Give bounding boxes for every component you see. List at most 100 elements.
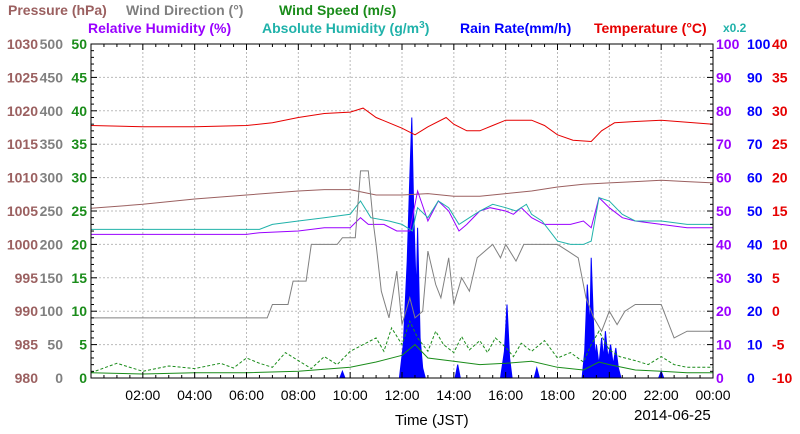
y-tick-label-wind-direction: 400 <box>40 103 64 119</box>
y-tick-label-temperature: 0 <box>772 303 780 319</box>
series-wind-direction-line <box>91 170 713 339</box>
y-tick-label-wind-speed: 0 <box>79 370 87 386</box>
y-tick-label-wind-speed: 45 <box>71 69 87 85</box>
x-tick-label: 16:00 <box>488 387 523 403</box>
y-tick-label-wind-direction: 0 <box>55 370 63 386</box>
y-tick-label-rain-rate: 50 <box>747 203 763 219</box>
y-tick-label-wind-direction: 500 <box>40 36 64 52</box>
y-tick-label-wind-direction: 150 <box>40 270 64 286</box>
legend-absolute-humidity: Absolute Humidity (g/m3) <box>262 20 429 36</box>
legend-pressure: Pressure (hPa) <box>8 2 107 18</box>
series-lines <box>90 107 714 375</box>
y-tick-label-relative-humidity: 50 <box>716 203 732 219</box>
y-tick-label-temperature: -10 <box>772 370 792 386</box>
legend-rain-scale-note: x0.2 <box>723 21 747 35</box>
y-tick-label-rain-rate: 20 <box>747 303 763 319</box>
legend-relative-humidity: Relative Humidity (%) <box>88 20 231 36</box>
y-tick-label-temperature: 40 <box>772 36 788 52</box>
y-tick-label-pressure: 985 <box>15 337 39 353</box>
y-tick-label-wind-direction: 450 <box>40 69 64 85</box>
y-tick-label-pressure: 1010 <box>7 170 38 186</box>
y-tick-label-wind-direction: 350 <box>40 136 64 152</box>
x-tick-label: 00:00 <box>695 387 730 403</box>
y-tick-label-relative-humidity: 90 <box>716 69 732 85</box>
y-tick-label-relative-humidity: 70 <box>716 136 732 152</box>
y-tick-label-rain-rate: 60 <box>747 170 763 186</box>
y-tick-label-rain-rate: 100 <box>747 36 771 52</box>
y-tick-label-pressure: 1000 <box>7 236 38 252</box>
y-tick-label-rain-rate: 70 <box>747 136 763 152</box>
y-tick-label-relative-humidity: 80 <box>716 103 732 119</box>
y-tick-label-pressure: 1015 <box>7 136 38 152</box>
y-tick-label-pressure: 1005 <box>7 203 38 219</box>
series-relative-humidity-line <box>91 189 713 235</box>
y-tick-label-pressure: 1020 <box>7 103 38 119</box>
y-tick-label-relative-humidity: 100 <box>716 36 740 52</box>
y-tick-label-relative-humidity: 0 <box>716 370 724 386</box>
y-tick-label-temperature: 15 <box>772 203 788 219</box>
x-tick-label: 06:00 <box>229 387 264 403</box>
chart-date: 2014-06-25 <box>634 407 711 424</box>
y-tick-label-rain-rate: 30 <box>747 270 763 286</box>
y-tick-label-pressure: 980 <box>15 370 39 386</box>
y-tick-label-temperature: 20 <box>772 170 788 186</box>
y-tick-label-temperature: 25 <box>772 136 788 152</box>
y-tick-label-wind-direction: 50 <box>47 337 63 353</box>
y-tick-label-temperature: 30 <box>772 103 788 119</box>
y-tick-label-relative-humidity: 40 <box>716 236 732 252</box>
y-tick-label-pressure: 990 <box>15 303 39 319</box>
series-temperature-line <box>90 107 714 143</box>
legend-absolute-humidity-close: ) <box>425 20 430 36</box>
series-pressure-line <box>90 179 714 209</box>
y-tick-label-temperature: -5 <box>772 337 785 353</box>
x-tick-label: 20:00 <box>592 387 627 403</box>
legend-rain-rate: Rain Rate(mm/h) <box>460 20 571 36</box>
legend-wind-direction: Wind Direction (°) <box>126 2 243 18</box>
x-tick-label: 08:00 <box>281 387 316 403</box>
x-tick-label: 10:00 <box>333 387 368 403</box>
y-tick-label-relative-humidity: 30 <box>716 270 732 286</box>
y-tick-label-wind-direction: 100 <box>40 303 64 319</box>
y-tick-label-temperature: 35 <box>772 69 788 85</box>
y-tick-label-wind-direction: 300 <box>40 170 64 186</box>
x-axis-label: Time (JST) <box>395 412 469 429</box>
rain-rate-fill <box>91 117 713 379</box>
y-tick-label-rain-rate: 10 <box>747 337 763 353</box>
x-tick-label: 04:00 <box>177 387 212 403</box>
y-tick-label-relative-humidity: 10 <box>716 337 732 353</box>
legend-absolute-humidity-text: Absolute Humidity (g/m <box>262 20 419 36</box>
legend-temperature: Temperature (°C) <box>594 20 707 36</box>
x-tick-label: 18:00 <box>540 387 575 403</box>
series-wind-gust-line <box>90 319 713 374</box>
rain-rate-area <box>91 117 713 379</box>
legend-wind-speed: Wind Speed (m/s) <box>279 2 396 18</box>
y-tick-label-wind-speed: 20 <box>71 236 87 252</box>
y-tick-label-wind-speed: 25 <box>71 203 87 219</box>
y-tick-label-wind-direction: 200 <box>40 236 64 252</box>
y-tick-label-rain-rate: 0 <box>747 370 755 386</box>
series-absolute-humidity-line <box>91 196 713 245</box>
series-wind-speed-line <box>90 343 713 375</box>
y-tick-label-wind-speed: 15 <box>71 270 87 286</box>
y-tick-label-pressure: 1025 <box>7 69 38 85</box>
x-tick-label: 14:00 <box>436 387 471 403</box>
y-tick-label-pressure: 995 <box>15 270 39 286</box>
y-tick-label-rain-rate: 90 <box>747 69 763 85</box>
y-tick-label-temperature: 10 <box>772 236 788 252</box>
y-tick-label-temperature: 5 <box>772 270 780 286</box>
y-tick-label-wind-speed: 40 <box>71 103 87 119</box>
y-tick-label-rain-rate: 80 <box>747 103 763 119</box>
x-tick-label: 02:00 <box>125 387 160 403</box>
x-tick-label: 12:00 <box>384 387 419 403</box>
legend-absolute-humidity-sup: 3 <box>419 20 425 31</box>
y-tick-label-relative-humidity: 20 <box>716 303 732 319</box>
y-tick-label-wind-speed: 5 <box>79 337 87 353</box>
y-tick-label-wind-speed: 50 <box>71 36 87 52</box>
y-tick-label-pressure: 1030 <box>7 36 38 52</box>
y-tick-label-wind-speed: 30 <box>71 170 87 186</box>
x-tick-label: 22:00 <box>644 387 679 403</box>
y-tick-label-wind-speed: 35 <box>71 136 87 152</box>
y-tick-label-wind-speed: 10 <box>71 303 87 319</box>
y-tick-label-wind-direction: 250 <box>40 203 64 219</box>
